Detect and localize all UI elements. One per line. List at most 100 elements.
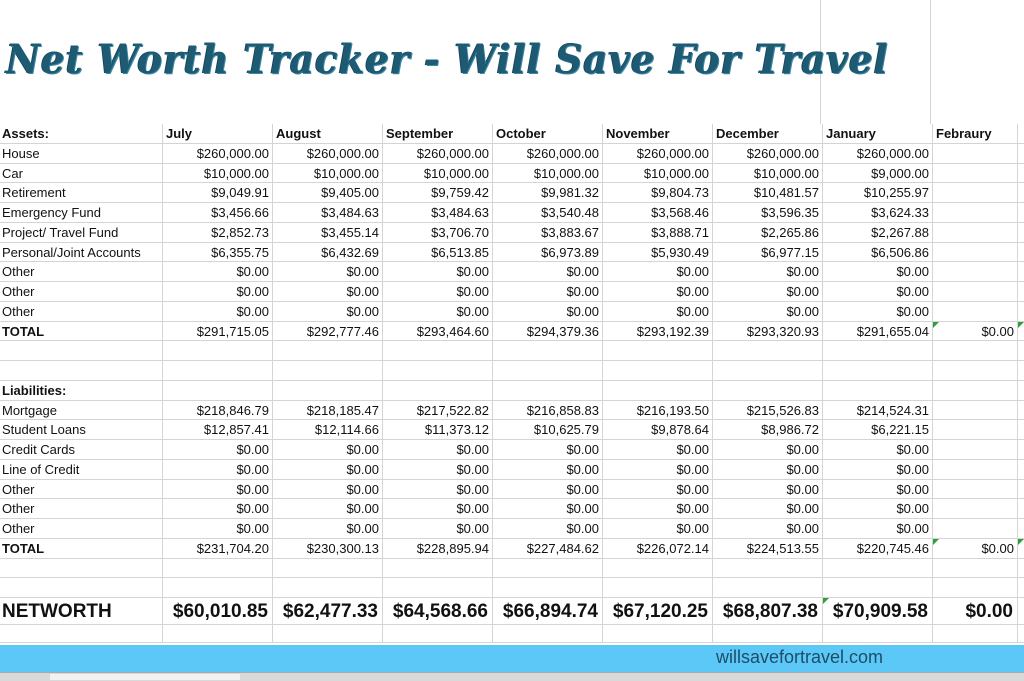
cell[interactable] xyxy=(1018,262,1024,281)
cell[interactable] xyxy=(273,380,383,400)
cell[interactable]: $0.00 xyxy=(603,479,713,499)
cell[interactable] xyxy=(1018,381,1024,400)
cell[interactable]: $10,000.00 xyxy=(493,163,603,183)
cell[interactable] xyxy=(933,262,1018,281)
cell[interactable]: $0.00 xyxy=(713,459,823,479)
cell[interactable]: $0.00 xyxy=(273,459,383,479)
cell[interactable] xyxy=(933,183,1018,202)
cell[interactable] xyxy=(933,341,1018,360)
cell[interactable]: $0.00 xyxy=(713,301,823,321)
cell[interactable] xyxy=(933,203,1018,222)
cell[interactable] xyxy=(713,625,823,642)
cell[interactable]: $0.00 xyxy=(493,459,603,479)
cell[interactable] xyxy=(1018,223,1024,242)
cell[interactable] xyxy=(603,558,713,578)
cell[interactable]: $5,930.49 xyxy=(603,242,713,262)
cell[interactable] xyxy=(163,341,273,360)
cell[interactable]: $0.00 xyxy=(273,262,383,281)
cell[interactable]: $10,000.00 xyxy=(273,163,383,183)
cell[interactable] xyxy=(493,361,603,380)
cell[interactable]: $0.00 xyxy=(273,479,383,499)
cell[interactable]: $0.00 xyxy=(163,479,273,499)
cell[interactable]: $11,373.12 xyxy=(383,420,493,439)
cell[interactable] xyxy=(933,380,1018,400)
cell[interactable]: $6,973.89 xyxy=(493,242,603,262)
blank-row-label[interactable] xyxy=(0,578,163,597)
cell[interactable] xyxy=(163,558,273,578)
cell[interactable]: $0.00 xyxy=(823,301,933,321)
cell[interactable] xyxy=(1018,361,1024,380)
cell[interactable] xyxy=(493,558,603,578)
cell[interactable]: $0.00 xyxy=(383,301,493,321)
cell[interactable]: $218,185.47 xyxy=(273,400,383,420)
horizontal-scrollbar[interactable] xyxy=(0,672,1024,681)
cell[interactable] xyxy=(1018,302,1024,321)
month-header[interactable]: Febraury xyxy=(933,124,1018,143)
cell[interactable]: $0.00 xyxy=(493,440,603,459)
cell[interactable]: $260,000.00 xyxy=(823,143,933,163)
cell[interactable] xyxy=(713,380,823,400)
liability-row-label[interactable]: Mortgage xyxy=(0,400,163,420)
asset-row-label[interactable]: Emergency Fund xyxy=(0,203,163,222)
liability-row-label[interactable]: Other xyxy=(0,479,163,499)
blank-row-label[interactable] xyxy=(0,625,163,642)
cell[interactable]: $0.00 xyxy=(603,262,713,281)
cell[interactable] xyxy=(933,578,1018,597)
cell[interactable]: $0.00 xyxy=(493,262,603,281)
cell[interactable]: $9,759.42 xyxy=(383,183,493,202)
cell[interactable]: $0.00 xyxy=(713,282,823,301)
cell[interactable]: $0.00 xyxy=(713,262,823,281)
cell[interactable]: $2,267.88 xyxy=(823,222,933,242)
cell[interactable]: $293,320.93 xyxy=(713,321,823,341)
liabilities-total-row-label[interactable]: TOTAL xyxy=(0,538,163,558)
cell[interactable] xyxy=(1018,401,1024,420)
cell[interactable]: $0.00 xyxy=(603,499,713,518)
cell[interactable]: $216,193.50 xyxy=(603,400,713,420)
cell[interactable]: $0.00 xyxy=(383,459,493,479)
cell[interactable]: $0.00 xyxy=(383,262,493,281)
cell[interactable]: $231,704.20 xyxy=(163,538,273,558)
cell[interactable]: $0.00 xyxy=(163,262,273,281)
cell[interactable] xyxy=(933,242,1018,262)
cell[interactable] xyxy=(1018,598,1024,624)
cell[interactable]: $66,894.74 xyxy=(493,598,603,624)
cell[interactable]: $260,000.00 xyxy=(163,143,273,163)
cell[interactable]: $0.00 xyxy=(713,519,823,538)
cell[interactable]: $293,192.39 xyxy=(603,321,713,341)
cell[interactable]: $0.00 xyxy=(603,301,713,321)
cell[interactable]: $293,464.60 xyxy=(383,321,493,341)
cell[interactable]: $0.00 xyxy=(823,282,933,301)
cell[interactable] xyxy=(1018,480,1024,499)
cell[interactable]: $6,977.15 xyxy=(713,242,823,262)
cell[interactable]: $9,049.91 xyxy=(163,183,273,202)
cell[interactable] xyxy=(1018,420,1024,439)
cell[interactable] xyxy=(273,341,383,360)
cell[interactable]: $226,072.14 xyxy=(603,538,713,558)
comment-indicator-icon[interactable] xyxy=(933,538,939,545)
cell[interactable]: $0.00 xyxy=(383,282,493,301)
cell[interactable] xyxy=(273,625,383,642)
cell[interactable] xyxy=(713,578,823,597)
cell[interactable] xyxy=(603,361,713,380)
cell[interactable] xyxy=(933,420,1018,439)
cell[interactable]: $10,000.00 xyxy=(603,163,713,183)
cell[interactable]: $0.00 xyxy=(823,262,933,281)
cell[interactable]: $260,000.00 xyxy=(713,143,823,163)
cell[interactable]: $10,481.57 xyxy=(713,183,823,202)
month-header[interactable]: September xyxy=(383,124,493,143)
cell[interactable]: $0.00 xyxy=(603,282,713,301)
cell[interactable]: $0.00 xyxy=(273,282,383,301)
cell[interactable]: $260,000.00 xyxy=(273,143,383,163)
month-header[interactable]: January xyxy=(823,124,933,143)
cell[interactable] xyxy=(1018,460,1024,479)
cell[interactable]: $9,405.00 xyxy=(273,183,383,202)
cell[interactable]: $0.00 xyxy=(163,459,273,479)
cell[interactable] xyxy=(1018,164,1024,183)
cell[interactable]: $3,540.48 xyxy=(493,203,603,222)
cell[interactable] xyxy=(933,625,1018,642)
cell[interactable]: $0.00 xyxy=(383,440,493,459)
cell[interactable]: $3,624.33 xyxy=(823,203,933,222)
cell[interactable]: $0.00 xyxy=(713,479,823,499)
cell[interactable]: $10,000.00 xyxy=(383,163,493,183)
cell[interactable]: $0.00 xyxy=(603,459,713,479)
